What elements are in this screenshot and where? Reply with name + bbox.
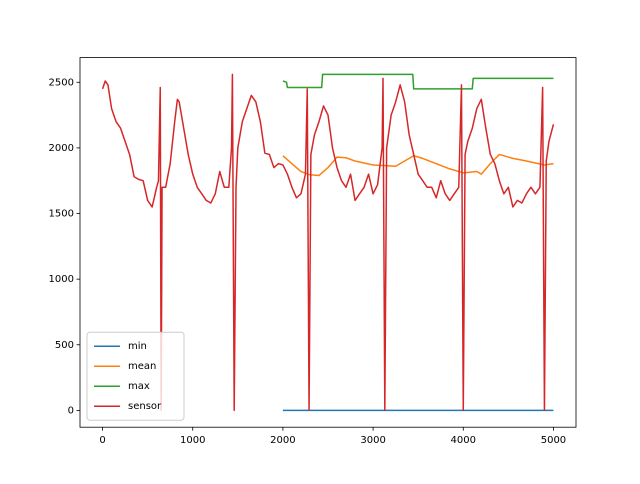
legend: min mean max sensor bbox=[86, 331, 185, 421]
x-tick-label: 1000 bbox=[180, 435, 205, 446]
x-tick-label: 3000 bbox=[360, 435, 385, 446]
plot-frame bbox=[79, 57, 577, 428]
x-tick-label: 0 bbox=[99, 435, 105, 446]
series-line bbox=[282, 73, 554, 90]
y-tick-label: 1000 bbox=[49, 274, 74, 285]
legend-label: sensor bbox=[128, 401, 162, 412]
legend-frame bbox=[86, 331, 185, 421]
legend-label: min bbox=[128, 341, 147, 352]
legend-label: mean bbox=[128, 361, 156, 372]
x-tick-label: 4000 bbox=[451, 435, 476, 446]
series-line bbox=[101, 73, 555, 412]
y-tick-label: 500 bbox=[55, 340, 74, 351]
y-tick-label: 2500 bbox=[49, 77, 74, 88]
y-tick-label: 1500 bbox=[49, 209, 74, 220]
x-tick-label: 5000 bbox=[541, 435, 566, 446]
legend-label: max bbox=[128, 381, 150, 392]
y-tick-label: 2000 bbox=[49, 143, 74, 154]
x-tick-label: 2000 bbox=[270, 435, 295, 446]
y-tick-label: 0 bbox=[68, 405, 74, 416]
